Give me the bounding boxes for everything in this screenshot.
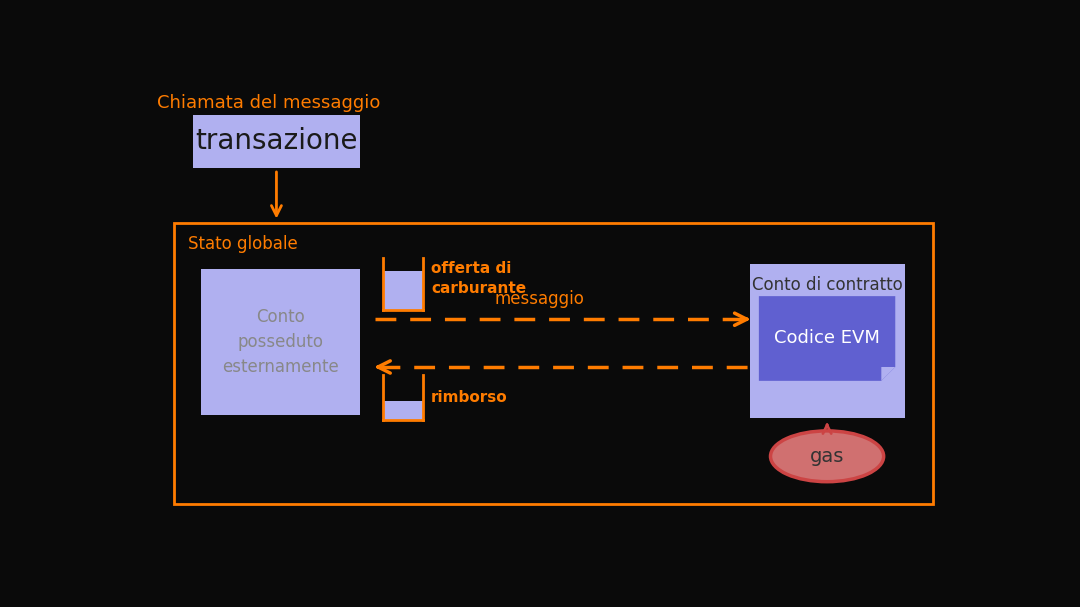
Text: gas: gas	[810, 447, 845, 466]
Polygon shape	[881, 367, 895, 381]
Text: Chiamata del messaggio: Chiamata del messaggio	[157, 95, 380, 112]
Text: transazione: transazione	[195, 127, 357, 155]
Text: offerta di
carburante: offerta di carburante	[431, 261, 526, 296]
Bar	[201, 269, 360, 415]
Bar	[193, 115, 360, 168]
Text: Conto di contratto: Conto di contratto	[752, 276, 903, 294]
Bar	[383, 271, 423, 310]
Text: Codice EVM: Codice EVM	[774, 330, 880, 347]
Bar	[383, 401, 423, 420]
Ellipse shape	[770, 431, 883, 482]
Text: Stato globale: Stato globale	[188, 236, 297, 253]
Text: Conto
posseduto
esternamente: Conto posseduto esternamente	[221, 308, 339, 376]
Text: messaggio: messaggio	[495, 291, 584, 308]
Text: rimborso: rimborso	[431, 390, 508, 405]
Bar	[750, 264, 905, 418]
Polygon shape	[759, 296, 895, 381]
Bar	[174, 223, 933, 504]
